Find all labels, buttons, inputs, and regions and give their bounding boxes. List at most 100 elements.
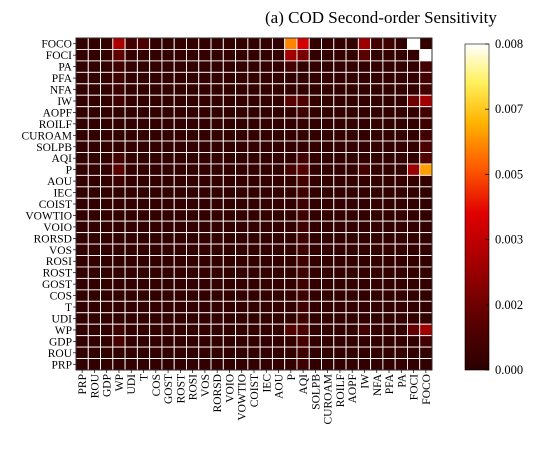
heatmap-cell xyxy=(100,152,114,165)
row-labels: FOCOFOCIPAPFANFAIWAOPFROILFCUROAMSOLPBAQ… xyxy=(22,39,76,371)
heatmap-cell xyxy=(321,197,335,211)
heatmap-cell xyxy=(247,232,261,245)
heatmap-cell xyxy=(308,346,322,360)
heatmap-cell xyxy=(124,94,138,108)
heatmap-cell xyxy=(419,255,433,268)
heatmap-cell xyxy=(173,277,187,291)
heatmap-cell xyxy=(210,71,224,85)
heatmap-cell xyxy=(198,358,212,371)
heatmap-cell xyxy=(394,60,408,73)
heatmap-cell xyxy=(308,48,322,62)
heatmap-cell xyxy=(308,129,322,142)
heatmap-cell xyxy=(394,335,408,348)
heatmap-cell xyxy=(235,346,249,360)
heatmap-cell xyxy=(333,277,347,291)
heatmap-cell xyxy=(259,174,273,188)
heatmap-cell xyxy=(247,335,261,348)
heatmap-cell xyxy=(161,129,175,142)
row-tick-label: COS xyxy=(50,291,72,303)
heatmap-cell xyxy=(235,358,249,371)
heatmap-cell xyxy=(198,346,212,360)
heatmap-cell xyxy=(136,277,151,291)
heatmap-cell xyxy=(308,197,322,211)
heatmap-cell xyxy=(112,358,126,371)
heatmap-cell xyxy=(149,129,163,142)
heatmap-cell xyxy=(198,94,212,108)
heatmap-cell xyxy=(161,94,175,108)
heatmap-cell xyxy=(75,335,89,348)
heatmap-cell xyxy=(271,129,286,142)
heatmap-cell xyxy=(149,106,163,119)
heatmap-cell xyxy=(357,289,372,302)
heatmap-cell xyxy=(149,277,163,291)
column-tick-label: IW xyxy=(359,374,371,389)
heatmap-cell xyxy=(394,152,408,165)
column-tick-label: PRP xyxy=(77,374,89,394)
heatmap-cell xyxy=(394,323,408,337)
heatmap-cell xyxy=(222,140,237,153)
heatmap-cell xyxy=(222,255,237,268)
heatmap-grid xyxy=(75,37,433,371)
heatmap-cell xyxy=(345,232,359,245)
heatmap-cell xyxy=(87,277,102,291)
heatmap-cell xyxy=(370,71,384,85)
heatmap-cell xyxy=(112,277,126,291)
heatmap-cell xyxy=(259,220,273,234)
heatmap-cell xyxy=(321,174,335,188)
heatmap-cell xyxy=(394,243,408,256)
heatmap-cell xyxy=(112,323,126,337)
heatmap-cell xyxy=(321,323,335,337)
row-tick-label: VOS xyxy=(49,245,72,257)
heatmap-cell xyxy=(210,152,224,165)
heatmap-cell xyxy=(382,300,396,314)
heatmap-cell xyxy=(210,358,224,371)
heatmap-cell xyxy=(271,152,286,165)
heatmap-cell xyxy=(75,277,89,291)
heatmap-cell xyxy=(333,346,347,360)
heatmap-cell xyxy=(321,300,335,314)
heatmap-cell xyxy=(186,83,200,96)
heatmap-cell xyxy=(296,255,310,268)
heatmap-cell xyxy=(235,48,249,62)
heatmap-cell xyxy=(333,358,347,371)
heatmap-cell xyxy=(333,312,347,325)
heatmap-cell xyxy=(357,243,372,256)
heatmap-cell xyxy=(271,71,286,85)
heatmap-cell xyxy=(100,209,114,222)
heatmap-cell xyxy=(296,94,310,108)
column-tick-label: ROST xyxy=(175,374,187,403)
heatmap-cell xyxy=(382,71,396,85)
heatmap-cell xyxy=(235,83,249,96)
heatmap-cell xyxy=(136,117,151,131)
heatmap-cell xyxy=(124,220,138,234)
heatmap-cell xyxy=(419,300,433,314)
heatmap-cell xyxy=(124,186,138,199)
heatmap-cell xyxy=(259,83,273,96)
heatmap-cell xyxy=(247,255,261,268)
heatmap-cell xyxy=(136,312,151,325)
heatmap-cell xyxy=(382,209,396,222)
heatmap-cell xyxy=(136,335,151,348)
heatmap-cell xyxy=(173,312,187,325)
heatmap-cell xyxy=(235,186,249,199)
heatmap-cell xyxy=(136,129,151,142)
colorbar-tick-label: 0.000 xyxy=(495,363,523,377)
heatmap-cell xyxy=(394,358,408,371)
heatmap-cell xyxy=(345,60,359,73)
heatmap-cell xyxy=(308,106,322,119)
heatmap-cell xyxy=(247,152,261,165)
heatmap-cell xyxy=(87,312,102,325)
heatmap-cell xyxy=(370,335,384,348)
heatmap-cell xyxy=(382,266,396,279)
heatmap-cell xyxy=(112,232,126,245)
heatmap-cell xyxy=(333,335,347,348)
column-tick-label: AOPF xyxy=(347,374,359,403)
heatmap-cell xyxy=(149,312,163,325)
heatmap-cell xyxy=(124,37,138,50)
heatmap-cell xyxy=(222,106,237,119)
heatmap-cell xyxy=(284,186,298,199)
heatmap-cell xyxy=(210,60,224,73)
heatmap-cell xyxy=(112,94,126,108)
heatmap-cell xyxy=(149,346,163,360)
heatmap-cell xyxy=(382,37,396,50)
